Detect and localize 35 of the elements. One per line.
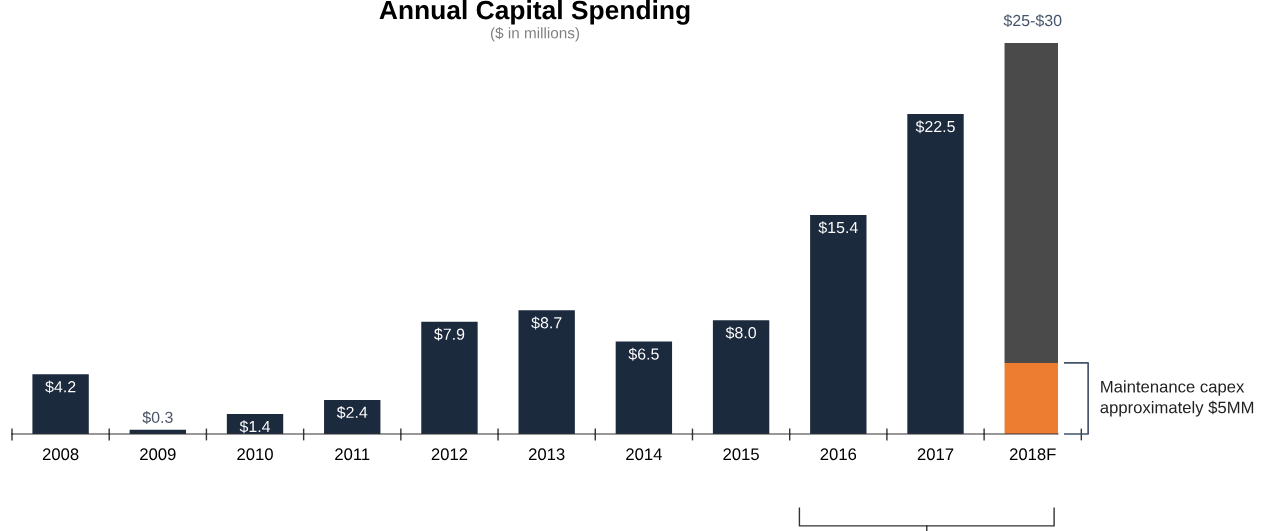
- data-label: $2.4: [336, 406, 368, 419]
- data-label: $8.7: [531, 316, 562, 330]
- bar: [712, 320, 770, 434]
- data-label: $7.9: [434, 327, 465, 341]
- data-label: $1.4: [239, 420, 271, 434]
- x-tick-label: 2012: [431, 448, 468, 461]
- bar: [907, 114, 964, 434]
- x-tick-label: 2013: [528, 448, 565, 461]
- data-label: $22.5: [915, 120, 955, 134]
- data-label: $15.4: [818, 221, 858, 235]
- text: Maintenance capex approximately $5MM: [1100, 380, 1254, 417]
- bar: [324, 399, 381, 434]
- total-label: $25-$30: [1003, 14, 1062, 28]
- data-label: $4.2: [45, 380, 76, 394]
- chart-subtitle: ($ in millions): [490, 26, 580, 42]
- x-tick-label: 2008: [42, 448, 79, 461]
- bar: [615, 341, 673, 434]
- data-label: $0.3: [142, 411, 173, 424]
- chart-title: Annual Capital Spending: [379, 0, 690, 25]
- bar: [421, 321, 478, 434]
- data-label: $8.0: [725, 326, 757, 340]
- x-tick-label: 2009: [140, 448, 176, 461]
- x-tick-label: 2010: [237, 448, 273, 461]
- x-tick-label: 2014: [626, 448, 662, 461]
- x-tick-label: 2018F: [1009, 448, 1056, 461]
- x-tick-label: 2015: [723, 448, 759, 461]
- bar: [810, 215, 867, 434]
- bar: [518, 310, 575, 434]
- data-label: $6.5: [628, 347, 659, 361]
- x-tick-label: 2017: [917, 448, 954, 461]
- x-tick-label: 2011: [335, 448, 370, 461]
- bar: [1004, 43, 1058, 363]
- bar: [1004, 362, 1058, 434]
- bar: [32, 374, 89, 434]
- x-tick-label: 2016: [820, 448, 857, 461]
